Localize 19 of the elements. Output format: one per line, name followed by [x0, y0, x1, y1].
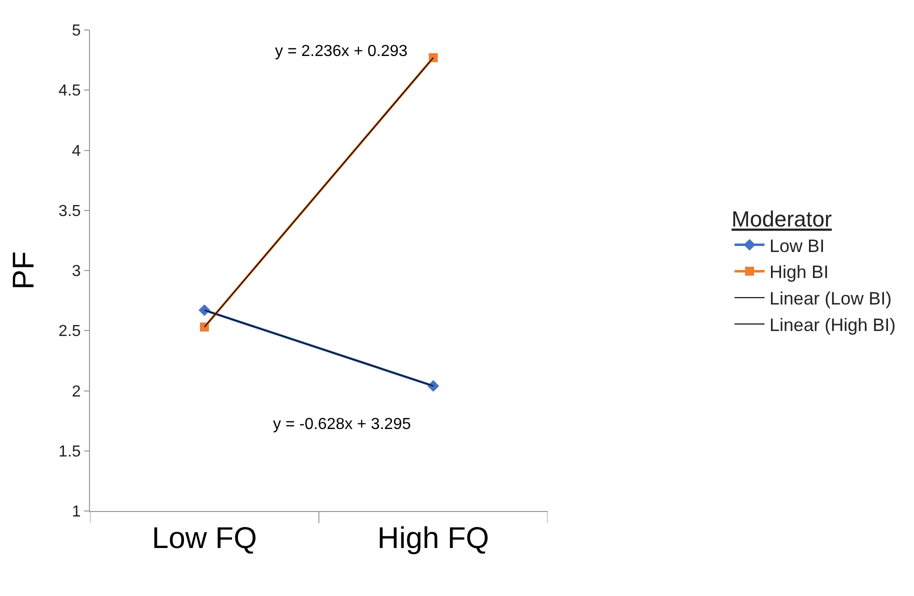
legend-label: Linear (High BI) [770, 315, 896, 336]
annotation: y = 2.236x + 0.293 [275, 43, 408, 60]
y-tick-label: 1 [72, 504, 81, 521]
y-tick-label: 5 [72, 22, 81, 40]
y-tick-label: 2.5 [58, 323, 81, 340]
y-axis-title: PF [8, 251, 41, 290]
legend-label: Linear (Low BI) [770, 288, 892, 309]
annotation: y = -0.628x + 3.295 [273, 416, 411, 433]
legend-label: High BI [770, 262, 829, 282]
legend-label: Low BI [770, 236, 825, 256]
y-tick-label: 3.5 [58, 202, 81, 220]
y-tick-label: 1.5 [58, 443, 81, 460]
y-tick-label: 4 [72, 142, 81, 160]
y-tick-label: 4.5 [58, 82, 81, 100]
x-tick-label: High FQ [377, 522, 490, 555]
legend-title: Moderator [732, 206, 832, 232]
y-tick-label: 2 [72, 383, 81, 400]
x-tick-label: Low FQ [152, 522, 257, 555]
y-tick-label: 3 [72, 263, 81, 280]
